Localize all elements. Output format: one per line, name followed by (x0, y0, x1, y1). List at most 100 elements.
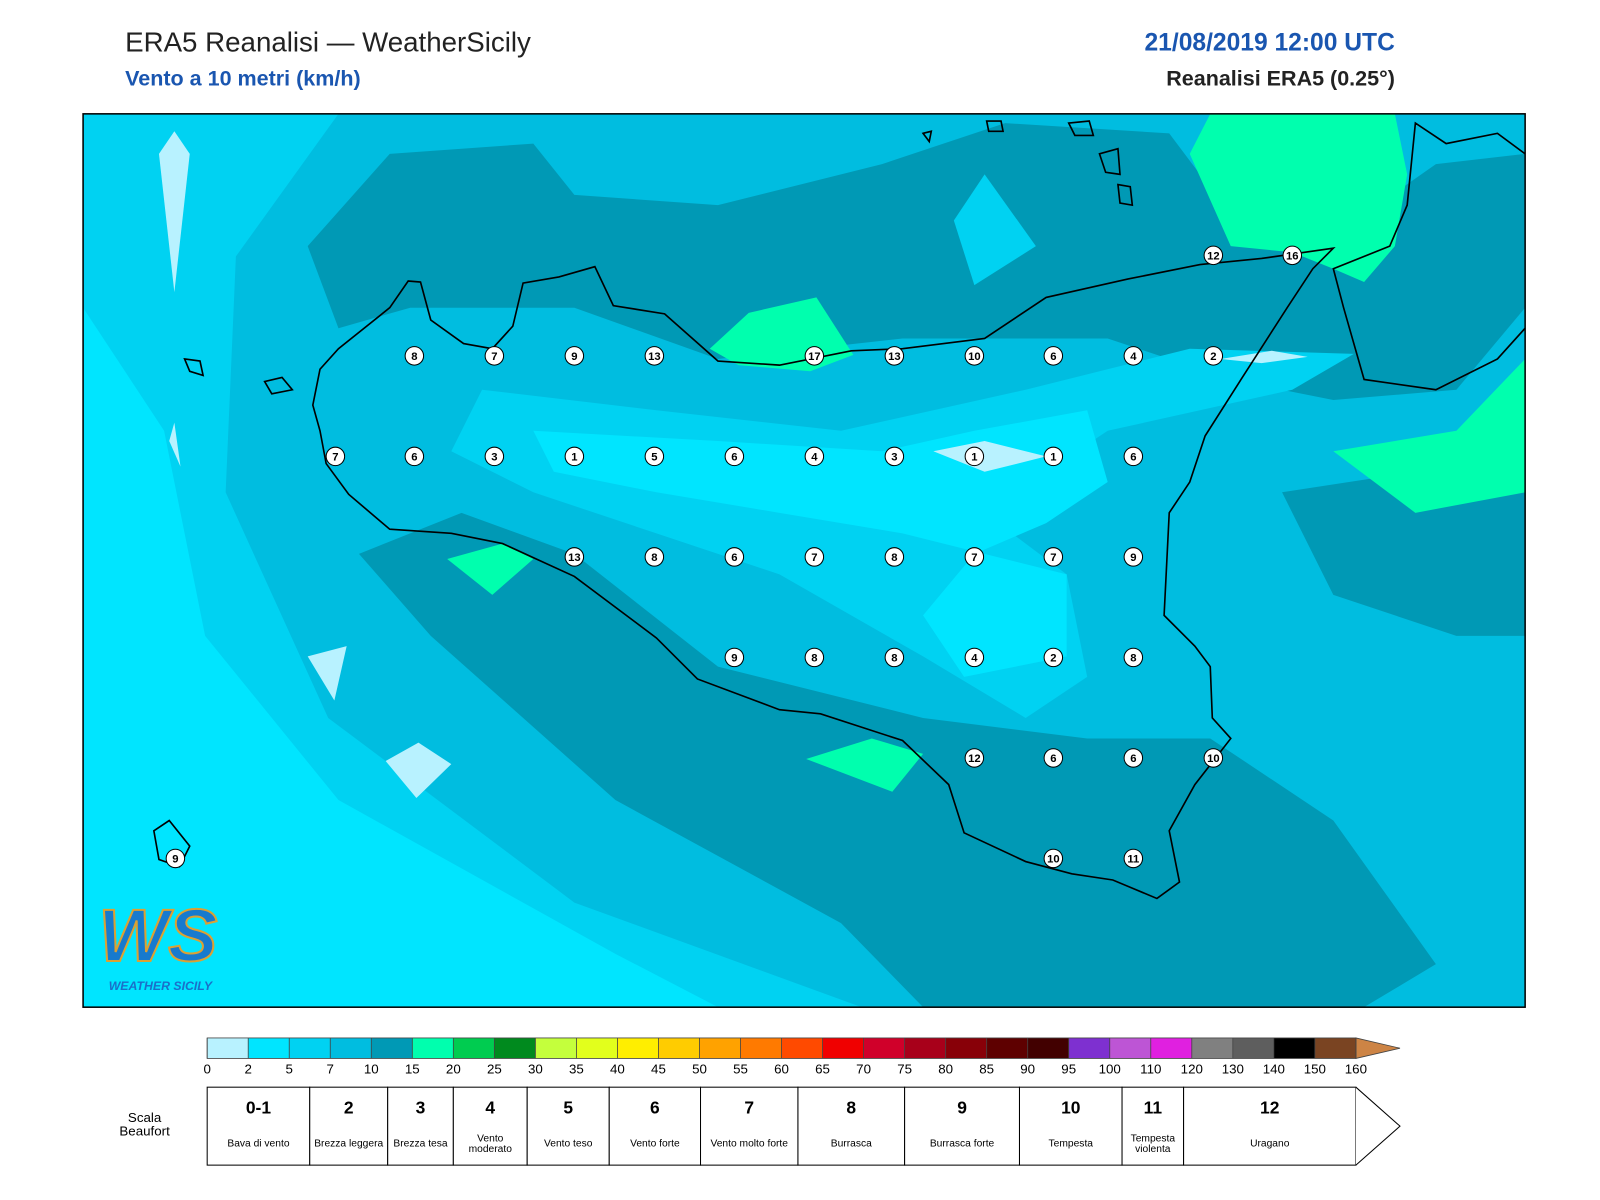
station-value: 6 (1050, 753, 1056, 765)
station-value: 1 (1050, 451, 1056, 463)
color-bin (1150, 1037, 1192, 1059)
color-bin (699, 1037, 741, 1059)
station-marker (964, 547, 985, 567)
color-bin (248, 1037, 290, 1059)
station-value: 12 (968, 753, 981, 765)
beaufort-description-box: Vento molto forte (710, 1138, 788, 1150)
station-value: 10 (968, 351, 981, 363)
station-value: 13 (568, 552, 581, 564)
station-marker (484, 446, 505, 467)
beaufort-box (797, 1086, 906, 1166)
beaufort-box (309, 1086, 389, 1166)
station-value: 8 (411, 351, 417, 363)
color-bin (1109, 1037, 1151, 1059)
colorbar-tick-label: 130 (1222, 1061, 1244, 1076)
station-marker (484, 346, 505, 366)
station-marker (804, 446, 825, 467)
beaufort-force: 9 (957, 1097, 967, 1117)
beaufort-box (1121, 1086, 1185, 1166)
beaufort-force: 12 (1260, 1097, 1279, 1117)
station-value: 3 (891, 451, 897, 463)
beaufort-box (206, 1086, 311, 1166)
station-marker (884, 547, 905, 567)
station-value: 4 (971, 652, 978, 664)
station-marker (1123, 647, 1144, 668)
station-value: 13 (648, 351, 661, 363)
beaufort-description: Vento moderato (468, 1133, 512, 1155)
station-value: 7 (332, 451, 338, 463)
beaufort-description-box: Tempesta violenta (1131, 1134, 1175, 1155)
color-bin (904, 1037, 946, 1059)
color-bin (371, 1037, 413, 1059)
coastline (152, 120, 1526, 900)
station-value: 6 (731, 552, 737, 564)
color-bin (330, 1037, 372, 1059)
colorbar-tick-label: 85 (979, 1061, 994, 1076)
station-value: 2 (1210, 351, 1216, 363)
station-marker (1043, 748, 1064, 768)
beaufort-force: 2 (344, 1097, 354, 1117)
station-value: 7 (811, 552, 817, 564)
colorbar-tick-label: 5 (286, 1061, 293, 1076)
station-value: 8 (1130, 652, 1136, 664)
colorbar-tick-label: 50 (692, 1061, 707, 1076)
station-marker (564, 346, 585, 366)
beaufort-force: 3 (416, 1097, 426, 1117)
station-value: 4 (811, 451, 818, 463)
station-value: 8 (651, 552, 657, 564)
beaufort-description-box: Uragano (1250, 1139, 1289, 1149)
colorbar-tick-label: 120 (1181, 1061, 1203, 1076)
colorbar: 0 2 5 7 10 15 20 25 30 35 40 45 50 55 60 65 70 75 80 85 90 95… (203, 1037, 1401, 1076)
beaufort-description: Vento forte (630, 1138, 680, 1150)
station-marker (1203, 245, 1224, 266)
station-value: 3 (491, 451, 497, 463)
color-bin (289, 1037, 331, 1059)
color-bin (207, 1037, 249, 1059)
station-marker (964, 446, 985, 467)
station-marker (884, 446, 905, 467)
station-value: 6 (411, 451, 417, 463)
station-value: 9 (1130, 552, 1136, 564)
colorbar-tick-label: 35 (569, 1061, 584, 1076)
logo: WS WEATHER SICILY (97, 893, 218, 993)
station-value: 6 (731, 451, 737, 463)
colorbar-tick-label: 110 (1140, 1061, 1161, 1076)
station-value: 1 (571, 451, 577, 463)
station-value: 17 (808, 351, 821, 363)
station-value: 4 (1130, 351, 1137, 363)
beaufort-description-box: Bava di vento (227, 1139, 289, 1149)
beaufort-box (608, 1086, 702, 1166)
station-value: 6 (1050, 351, 1056, 363)
beaufort-box (904, 1086, 1020, 1166)
beaufort-description: Vento molto forte (710, 1138, 788, 1150)
station-marker (404, 346, 425, 366)
station-marker (644, 547, 665, 567)
title: ERA5 Reanalisi — WeatherSicily (125, 26, 531, 57)
colorbar-tick-label: 160 (1345, 1061, 1367, 1076)
color-overflow (1355, 1037, 1401, 1059)
beaufort-scale: Scala Beaufort 0-1 Bava di vento 2 Brezza l… (119, 1086, 1401, 1166)
station-value: 8 (891, 652, 897, 664)
beaufort-box (1018, 1086, 1123, 1166)
station-value: 7 (971, 552, 977, 564)
color-bin (822, 1037, 864, 1059)
station-marker (884, 346, 905, 366)
color-bin (740, 1037, 782, 1059)
colorbar-tick-label: 15 (405, 1061, 420, 1076)
colorbar-tick-label: 25 (487, 1061, 502, 1076)
beaufort-force: 0-1 (246, 1097, 271, 1117)
station-marker (564, 547, 585, 567)
colorbar-tick-label: 45 (651, 1061, 666, 1076)
color-bin (658, 1037, 700, 1059)
colorbar-tick-label: 70 (856, 1061, 871, 1076)
beaufort-force: 4 (485, 1097, 495, 1117)
station-value: 7 (1050, 552, 1056, 564)
beaufort-force: 11 (1144, 1097, 1163, 1117)
station-marker (564, 446, 585, 467)
station-marker (1203, 346, 1224, 366)
station-marker (1043, 346, 1064, 366)
color-bin (945, 1037, 987, 1059)
beaufort-box (452, 1086, 528, 1166)
subtitle: Vento a 10 metri (km/h) (125, 67, 361, 91)
station-marker (724, 547, 745, 567)
